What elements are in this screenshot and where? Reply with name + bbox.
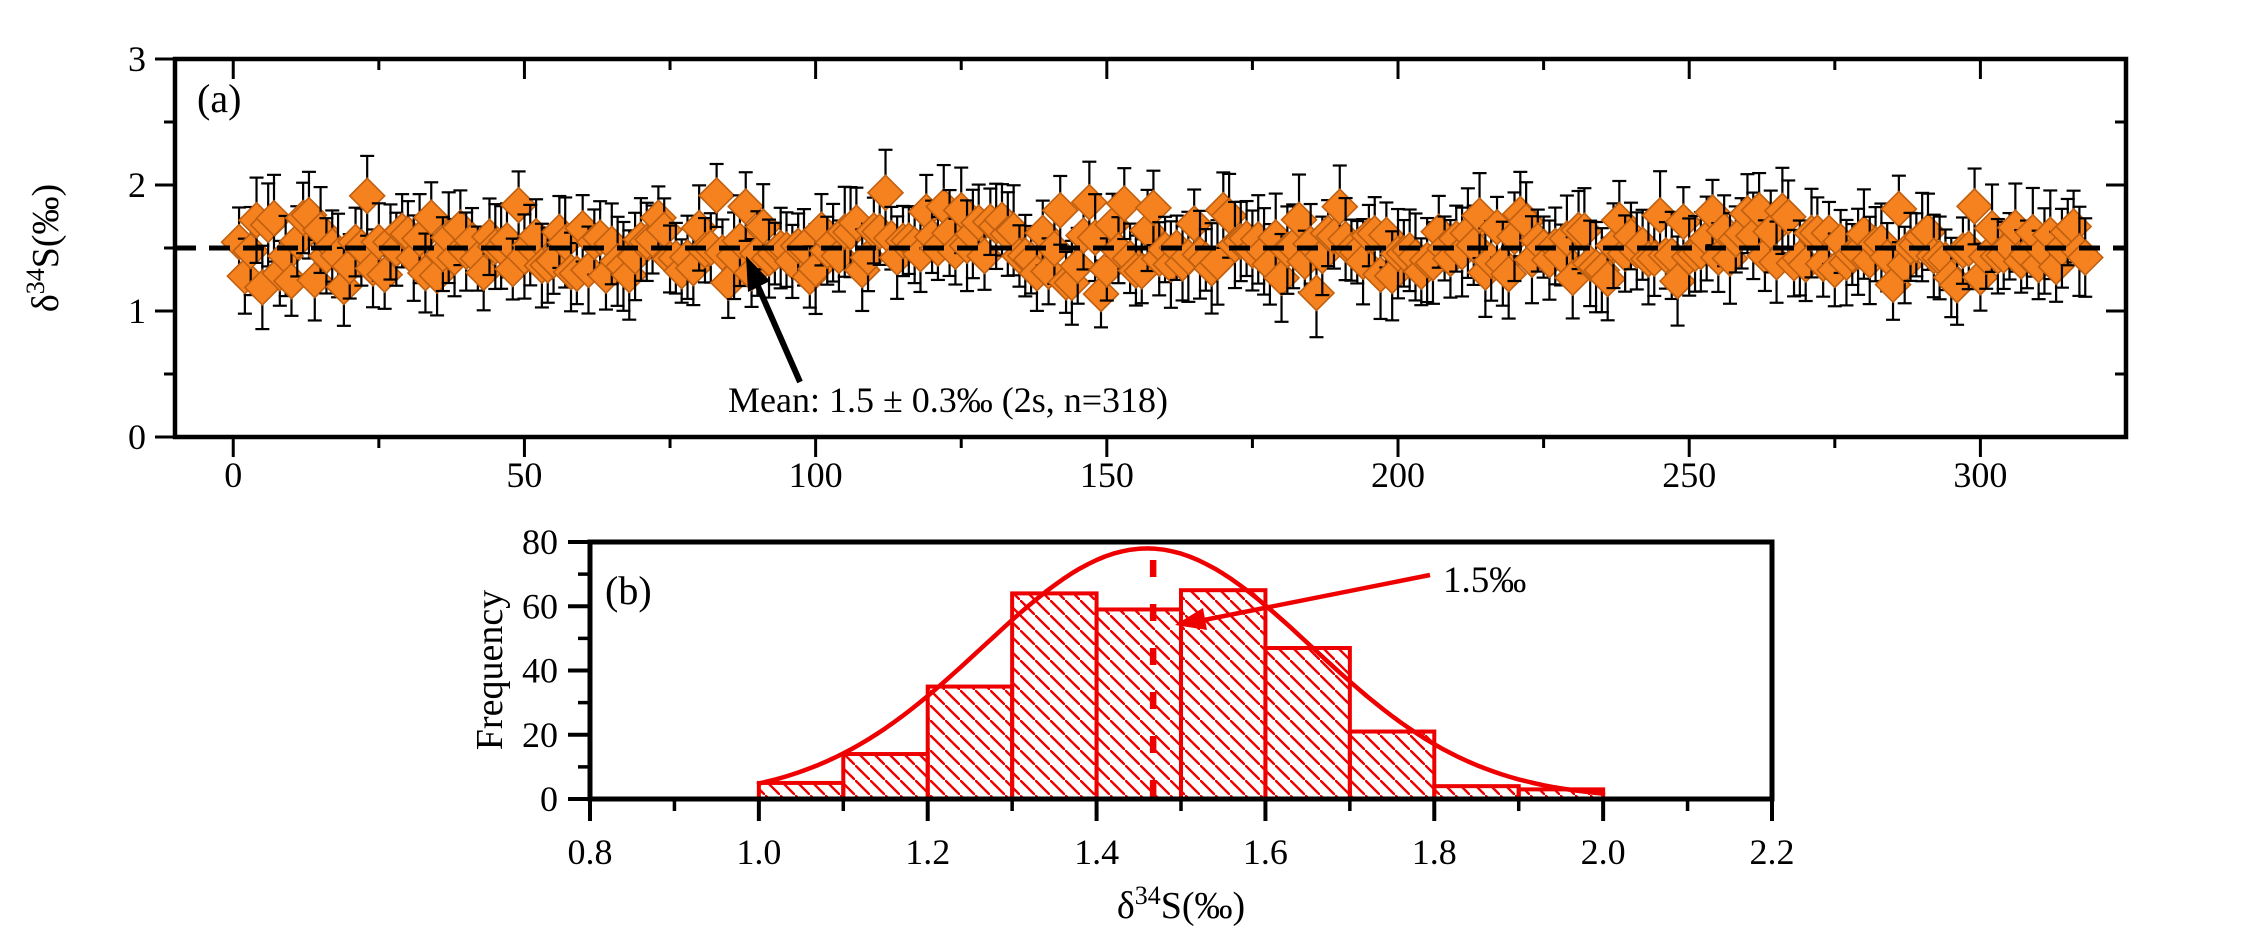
data-point-group — [1105, 167, 1143, 241]
mean-annotation-arrow-line — [754, 282, 803, 384]
data-point-group — [1769, 179, 1807, 255]
xlabel-delta: δ — [1117, 885, 1135, 927]
y-tick-label: 1 — [128, 291, 146, 331]
data-point-group — [866, 148, 905, 237]
ylabel-superscript-34: 34 — [21, 268, 50, 294]
permil-annotation-arrow-head — [1175, 608, 1207, 630]
x-tick-label: 200 — [1371, 455, 1425, 495]
data-point-group — [1955, 167, 1994, 246]
panel-b-axes: 0.8 1.0 1.2 1.4 1.6 1.8 2.0 2.2 0 20 40 60 80 — [522, 522, 1795, 872]
scatter-point-diamond — [727, 187, 765, 226]
x-tick-label: 2.2 — [1750, 832, 1795, 872]
scatter-point-diamond — [348, 177, 386, 215]
scatter-point-diamond — [255, 199, 293, 237]
data-point-group — [727, 171, 765, 242]
permil-annotation-arrow-line — [1203, 572, 1431, 623]
scatter-point-diamond — [1297, 274, 1336, 312]
y-tick-label: 80 — [522, 522, 558, 562]
data-point-group — [232, 205, 270, 297]
y-tick-label: 2 — [128, 165, 146, 205]
x-tick-label: 0 — [224, 455, 242, 495]
histogram-bar — [841, 752, 930, 802]
data-point-group — [1059, 226, 1097, 305]
scatter-point-diamond — [1105, 184, 1143, 223]
mean-annotation-text: Mean: 1.5 ± 0.3‰ (2s, n=318) — [728, 380, 1168, 420]
scatter-point-diamond — [1070, 183, 1108, 221]
y-tick-label: 0 — [128, 417, 146, 457]
data-point-group — [1088, 237, 1126, 302]
normal-fit-curve — [756, 546, 1606, 796]
x-tick-label: 1.6 — [1243, 832, 1288, 872]
scatter-point-diamond — [1769, 198, 1807, 236]
scatter-point-diamond — [697, 176, 736, 215]
x-tick-label: 1.0 — [736, 832, 781, 872]
x-tick-label: 50 — [506, 455, 542, 495]
panel-a-axes: 0 50 100 150 200 250 300 0 1 2 3 — [128, 39, 2129, 495]
panel-b: 0.8 1.0 1.2 1.4 1.6 1.8 2.0 2.2 0 20 40 60 80 (b) Fr… — [469, 522, 1795, 927]
histogram-bar — [1347, 729, 1437, 801]
ylabel-delta: δ — [25, 294, 67, 312]
data-point-group — [348, 154, 386, 237]
panel-a-label: (a) — [197, 76, 241, 121]
histogram-bar — [1094, 607, 1183, 802]
x-tick-label: 250 — [1662, 455, 1716, 495]
scatter-point-diamond — [1490, 255, 1528, 293]
panel-a: 0 50 100 150 200 250 300 0 1 2 3 (a) δ34S(‰) Mean:… — [21, 39, 2129, 495]
x-tick-label: 1.4 — [1074, 832, 1119, 872]
y-tick-label: 0 — [540, 779, 558, 819]
y-tick-label: 20 — [522, 715, 558, 755]
y-tick-label: 40 — [522, 651, 558, 691]
x-tick-label: 1.8 — [1412, 832, 1457, 872]
histogram-bar — [1010, 591, 1099, 802]
scatter-point-diamond — [1059, 247, 1097, 285]
scatter-point-diamond — [744, 208, 782, 246]
x-tick-label: 1.2 — [905, 832, 950, 872]
normal-fit-curve-group — [756, 546, 1606, 796]
scatter-point-diamond — [1082, 275, 1120, 313]
panel-b-x-axis-title: δ34S(‰) — [1117, 881, 1245, 927]
mean-annotation-arrow-head — [746, 256, 770, 292]
scatter-point-diamond — [1955, 187, 1994, 226]
data-point-group — [1041, 174, 1079, 246]
y-tick-label: 3 — [128, 39, 146, 79]
panel-b-y-axis-title: Frequency — [469, 590, 511, 750]
xlabel-rest: S(‰) — [1161, 885, 1245, 927]
panel-a-y-axis-title: δ34S(‰) — [21, 184, 67, 312]
x-tick-label: 0.8 — [568, 832, 613, 872]
x-tick-label: 100 — [789, 455, 843, 495]
x-tick-label: 300 — [1953, 455, 2007, 495]
y-tick-label: 60 — [522, 586, 558, 626]
x-tick-label: 2.0 — [1581, 832, 1626, 872]
data-point-group — [697, 162, 736, 229]
ylabel-rest: S(‰) — [25, 184, 67, 268]
x-tick-label: 150 — [1080, 455, 1134, 495]
scatter-point-diamond — [1041, 191, 1079, 229]
scatter-series-error-bars-and-points — [220, 148, 2104, 339]
data-point-group — [255, 173, 293, 263]
xlabel-superscript-34: 34 — [1135, 881, 1161, 910]
histogram-bar — [1263, 646, 1352, 802]
histogram-bar — [925, 684, 1015, 801]
scatter-point-diamond — [1035, 229, 1074, 268]
permil-annotation-text: 1.5‰ — [1443, 560, 1526, 601]
scatter-point-diamond — [1175, 204, 1213, 243]
panel-b-label: (b) — [605, 568, 652, 613]
scatter-point-diamond — [866, 174, 905, 212]
